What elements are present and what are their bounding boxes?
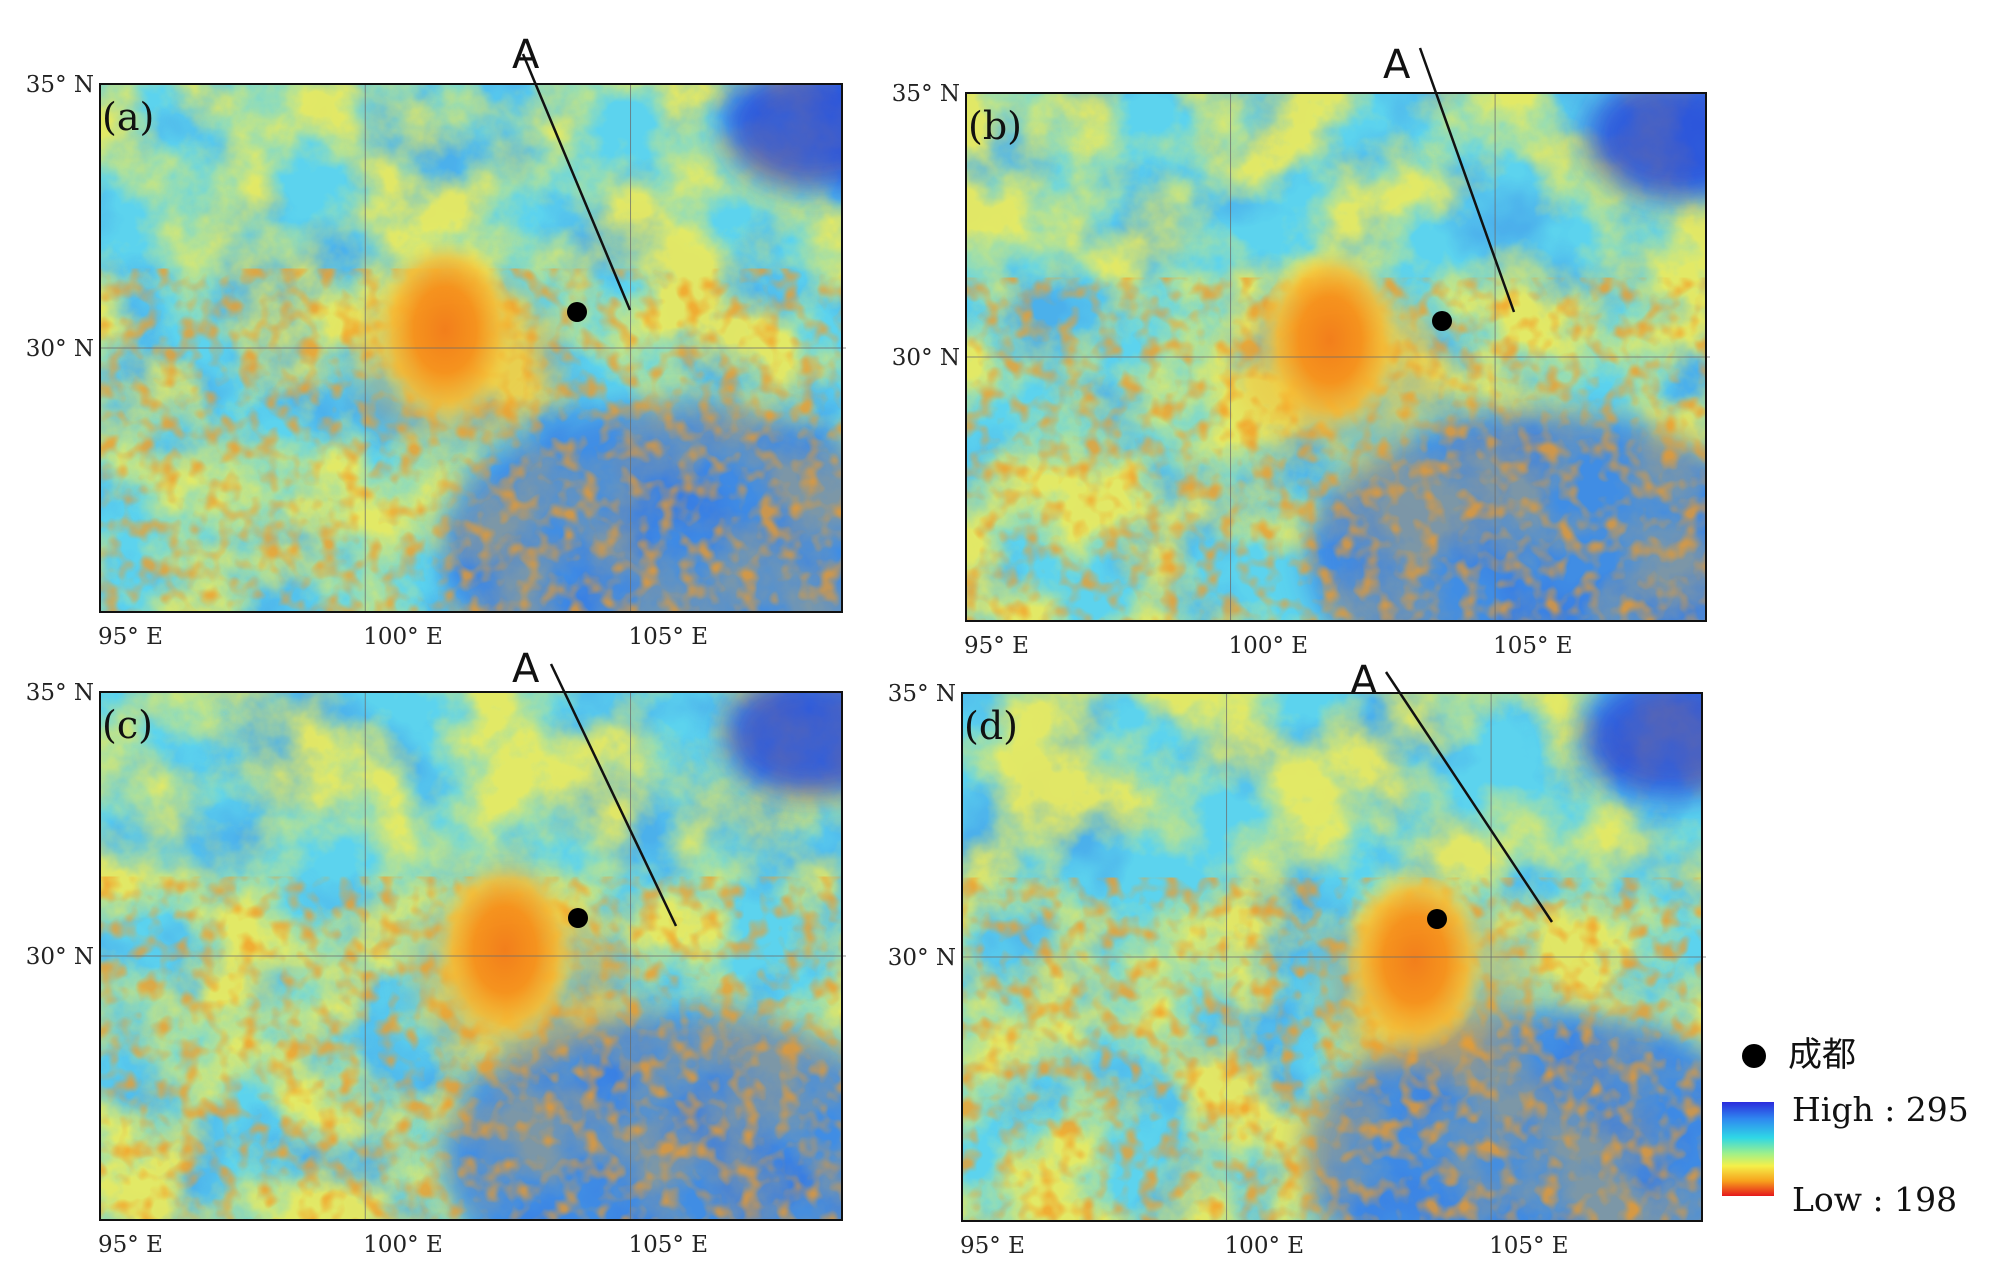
- lat-label: 30° N: [888, 945, 956, 971]
- lon-label: 105° E: [1489, 1233, 1569, 1259]
- lon-label: 100° E: [363, 624, 443, 650]
- lat-label: 35° N: [892, 81, 960, 107]
- lon-label: 95° E: [960, 1233, 1025, 1259]
- lat-label: 30° N: [26, 336, 94, 362]
- panel-frame: [965, 92, 1707, 622]
- legend-low-label: Low : 198: [1792, 1180, 1958, 1219]
- lat-label: 30° N: [892, 345, 960, 371]
- satellite-image: [100, 692, 842, 1220]
- transect-line: [1418, 47, 1516, 313]
- satellite-image: [962, 693, 1702, 1221]
- chengdu-marker-icon: [1427, 909, 1447, 929]
- panel-label: (c): [102, 703, 153, 747]
- lon-label: 95° E: [98, 624, 163, 650]
- transect-label: A: [1383, 42, 1411, 88]
- transect-line: [521, 53, 632, 311]
- color-scale-bar: [1722, 1102, 1774, 1196]
- legend-city-label: 成都: [1788, 1035, 1856, 1075]
- lon-label: 95° E: [964, 633, 1029, 659]
- lon-label: 100° E: [1229, 633, 1309, 659]
- lon-label: 105° E: [629, 1232, 709, 1258]
- panel-frame: [99, 83, 843, 613]
- lat-label: 35° N: [26, 680, 94, 706]
- map-panel-d: 35° N 30° N 95° E 100° E 105° E (d) A: [888, 658, 1706, 1259]
- chengdu-marker-icon: [568, 908, 588, 928]
- panel-label: (d): [964, 704, 1018, 748]
- lat-label: 35° N: [26, 72, 94, 98]
- lat-label: 35° N: [888, 681, 956, 707]
- transect-label: A: [512, 646, 540, 692]
- satellite-image: [100, 84, 842, 612]
- panel-frame: [99, 691, 843, 1221]
- lon-label: 105° E: [1493, 633, 1573, 659]
- transect-line: [1384, 671, 1554, 923]
- map-panel-b: 35° N 30° N 95° E 100° E 105° E (b) A: [892, 42, 1710, 659]
- lon-label: 95° E: [98, 1232, 163, 1258]
- transect-line: [549, 663, 678, 927]
- lat-label: 30° N: [26, 944, 94, 970]
- panel-frame: [961, 692, 1703, 1222]
- city-marker-icon: [1742, 1044, 1766, 1068]
- satellite-image: [966, 93, 1706, 621]
- transect-label: A: [1350, 658, 1378, 704]
- transect-label: A: [512, 32, 540, 78]
- panel-label: (b): [968, 104, 1022, 148]
- panel-label: (a): [102, 95, 154, 139]
- map-panel-c: 35° N 30° N 95° E 100° E 105° E (c) A: [26, 646, 846, 1258]
- chengdu-marker-icon: [567, 302, 587, 322]
- legend: 成都 High : 295 Low : 198: [1720, 1030, 1990, 1230]
- map-panel-a: 35° N 30° N 95° E 100° E 105° E (a) A: [26, 32, 846, 650]
- lon-label: 100° E: [363, 1232, 443, 1258]
- legend-high-label: High : 295: [1792, 1090, 1969, 1129]
- lon-label: 100° E: [1225, 1233, 1305, 1259]
- lon-label: 105° E: [629, 624, 709, 650]
- chengdu-marker-icon: [1432, 311, 1452, 331]
